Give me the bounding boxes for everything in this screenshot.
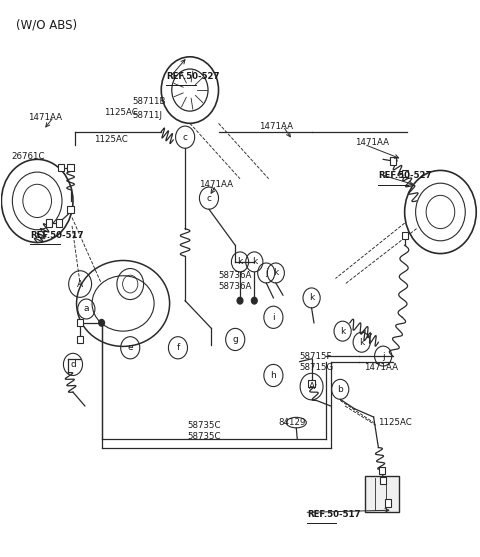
Text: k: k [273, 268, 278, 277]
Circle shape [99, 320, 105, 326]
Bar [402, 232, 408, 239]
Text: 1125AC: 1125AC [104, 108, 138, 117]
Text: REF.50-517: REF.50-517 [307, 510, 360, 519]
Bar [379, 467, 385, 475]
Text: 58715F: 58715F [300, 351, 332, 360]
Text: 84129: 84129 [278, 418, 306, 427]
Text: REF.50-517: REF.50-517 [30, 231, 84, 240]
Bar [390, 158, 396, 165]
Text: b: b [337, 385, 343, 394]
Circle shape [237, 297, 243, 304]
Text: i: i [272, 313, 275, 322]
Text: j: j [265, 268, 267, 277]
Text: 58711J: 58711J [132, 110, 163, 120]
Bar [68, 164, 74, 171]
Text: A: A [77, 280, 83, 289]
Bar [309, 380, 315, 388]
Text: 58736A: 58736A [218, 282, 252, 291]
Bar [77, 319, 83, 326]
Text: 1125AC: 1125AC [95, 135, 128, 144]
Text: 1471AA: 1471AA [364, 363, 398, 372]
Bar [77, 336, 83, 343]
Text: 1125AC: 1125AC [378, 418, 412, 427]
Text: 58715G: 58715G [300, 363, 334, 372]
Text: j: j [382, 351, 384, 360]
Text: 1471AA: 1471AA [355, 138, 388, 147]
Text: c: c [206, 194, 212, 203]
Bar [385, 500, 391, 506]
Bar [56, 219, 62, 227]
Text: A: A [309, 382, 315, 391]
Text: REF.50-527: REF.50-527 [378, 172, 432, 180]
Circle shape [252, 297, 257, 304]
Bar [46, 219, 52, 227]
Bar [58, 164, 64, 171]
Text: 1471AA: 1471AA [259, 121, 293, 130]
Text: k: k [359, 338, 364, 347]
Bar [380, 477, 386, 485]
Bar [68, 206, 74, 213]
Text: k: k [340, 326, 345, 336]
Text: g: g [232, 335, 238, 344]
Text: d: d [70, 360, 76, 369]
Text: f: f [176, 343, 180, 352]
Text: k: k [252, 257, 257, 266]
Text: 58711B: 58711B [132, 97, 166, 106]
Text: k: k [238, 257, 242, 266]
Text: 26761C: 26761C [11, 152, 45, 161]
Text: c: c [182, 133, 188, 141]
Text: 58735C: 58735C [188, 421, 221, 430]
Text: h: h [271, 371, 276, 380]
Bar [402, 169, 408, 177]
Text: 1471AA: 1471AA [28, 113, 61, 123]
Text: 58735C: 58735C [188, 432, 221, 441]
Text: a: a [84, 305, 89, 314]
Text: 1471AA: 1471AA [199, 180, 233, 189]
Text: k: k [309, 294, 314, 302]
Text: e: e [127, 343, 133, 352]
Text: (W/O ABS): (W/O ABS) [16, 18, 77, 31]
Text: REF.50-527: REF.50-527 [166, 72, 220, 81]
FancyBboxPatch shape [364, 476, 399, 512]
Text: 58736A: 58736A [218, 271, 252, 280]
